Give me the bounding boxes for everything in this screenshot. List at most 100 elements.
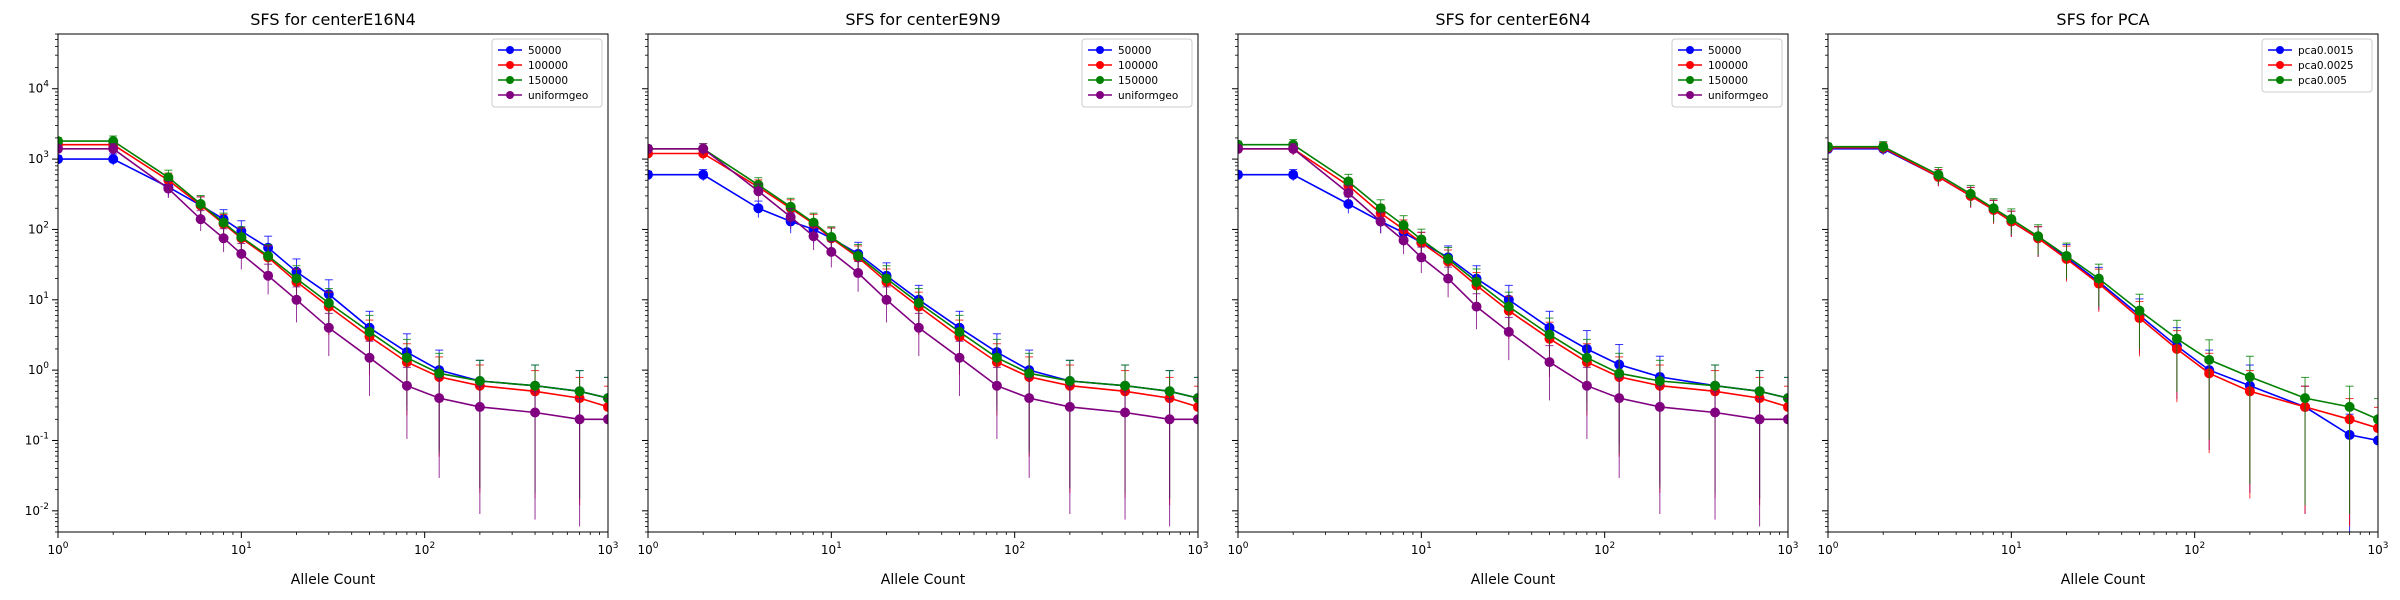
data-point: [1965, 188, 1976, 199]
axes-frame: [57, 33, 609, 533]
legend-box: [1081, 38, 1193, 108]
data-point: [434, 393, 445, 404]
x-tick-label: 100: [1227, 541, 1248, 557]
data-point: [1754, 414, 1765, 425]
legend-marker: [506, 61, 514, 69]
data-point: [1375, 203, 1386, 214]
legend-marker: [506, 91, 514, 99]
legend-marker: [2276, 46, 2284, 54]
panel-title: SFS for centerE16N4: [250, 10, 416, 29]
axes-frame: [1827, 33, 2379, 533]
x-tick-label: 103: [1777, 541, 1798, 557]
legend-entry: uniformgeo: [1088, 90, 1178, 102]
series-line: [648, 148, 1198, 399]
data-point: [1654, 376, 1665, 387]
y-tick-label: 101: [28, 291, 49, 307]
data-point: [1828, 141, 1833, 152]
x-tick-label: 102: [2184, 541, 2205, 557]
data-point: [1343, 176, 1354, 187]
legend-entry: 150000: [1088, 75, 1158, 87]
data-point: [1398, 235, 1409, 246]
plot-area: [1238, 139, 1788, 527]
series-line: [58, 148, 608, 421]
data-point: [1988, 203, 1999, 214]
data-point: [323, 298, 334, 309]
data-point: [1238, 143, 1243, 154]
data-point: [1443, 253, 1454, 264]
panel-2: SFS for centerE9N9 Allele Count 100 101 102 1…: [637, 10, 1208, 588]
legend-label: 150000: [528, 75, 568, 87]
plot-area: [58, 135, 608, 527]
legend-marker: [1096, 91, 1104, 99]
data-point: [1375, 216, 1386, 227]
data-point: [236, 232, 247, 243]
panel-title: SFS for centerE6N4: [1435, 10, 1590, 29]
series-line: [648, 152, 1198, 408]
data-point: [826, 246, 837, 257]
data-point: [1416, 252, 1427, 263]
data-point: [1544, 357, 1555, 368]
data-point: [1398, 220, 1409, 231]
legend-box: [491, 38, 603, 108]
data-point: [913, 298, 924, 309]
legend-entry: 50000: [498, 45, 561, 57]
data-point: [698, 169, 709, 180]
legend-entry: 100000: [1088, 60, 1158, 72]
legend-label: 150000: [1708, 75, 1748, 87]
series-pca0.0025: [1828, 142, 2378, 532]
data-point: [648, 143, 653, 154]
series-line: [648, 148, 1198, 421]
series-uniformgeo: [1238, 143, 1788, 527]
data-point: [2134, 305, 2145, 316]
plot-area: [648, 143, 1198, 527]
data-point: [853, 250, 864, 261]
series-line: [1238, 148, 1788, 408]
x-tick-label: 101: [821, 541, 842, 557]
data-point: [474, 376, 485, 387]
series-line: [1828, 145, 2378, 421]
legend-label: uniformgeo: [1118, 90, 1178, 102]
data-point: [1471, 276, 1482, 287]
data-point: [826, 232, 837, 243]
data-point: [1710, 380, 1721, 391]
legend-entry: pca0.005: [2268, 75, 2347, 87]
data-point: [1164, 414, 1175, 425]
data-point: [2344, 401, 2355, 412]
data-point: [2093, 273, 2104, 284]
series-uniformgeo: [648, 143, 1198, 527]
data-point: [1581, 352, 1592, 363]
data-point: [1064, 401, 1075, 412]
legend-marker: [1686, 91, 1694, 99]
y-tick-label: 104: [28, 80, 49, 96]
data-point: [574, 386, 585, 397]
legend-marker: [1686, 76, 1694, 84]
data-point: [1614, 393, 1625, 404]
panel-title: SFS for PCA: [2056, 10, 2149, 29]
legend-entry: 100000: [1678, 60, 1748, 72]
legend-label: pca0.0025: [2298, 60, 2354, 72]
legend-label: 100000: [1118, 60, 1158, 72]
series-line: [58, 143, 608, 408]
data-point: [530, 380, 541, 391]
series-150000: [648, 143, 1198, 506]
legend-entry: 50000: [1088, 45, 1151, 57]
series-uniformgeo: [58, 143, 608, 527]
series-100000: [1238, 143, 1788, 515]
data-point: [1193, 414, 1198, 425]
legend: 50000 100000 150000 uniformgeo: [1081, 38, 1193, 108]
data-point: [530, 407, 541, 418]
data-point: [1238, 169, 1243, 180]
series-line: [1238, 143, 1788, 399]
legend-marker: [506, 76, 514, 84]
data-point: [218, 233, 229, 244]
data-point: [808, 231, 819, 242]
legend-marker: [1096, 76, 1104, 84]
data-point: [1878, 141, 1889, 152]
data-point: [2033, 231, 2044, 242]
x-axis-label: Allele Count: [291, 572, 376, 588]
data-point: [1614, 368, 1625, 379]
plot-area: [1828, 141, 2378, 532]
x-tick-label: 100: [637, 541, 658, 557]
series-line: [648, 173, 1198, 399]
data-point: [1193, 401, 1198, 412]
